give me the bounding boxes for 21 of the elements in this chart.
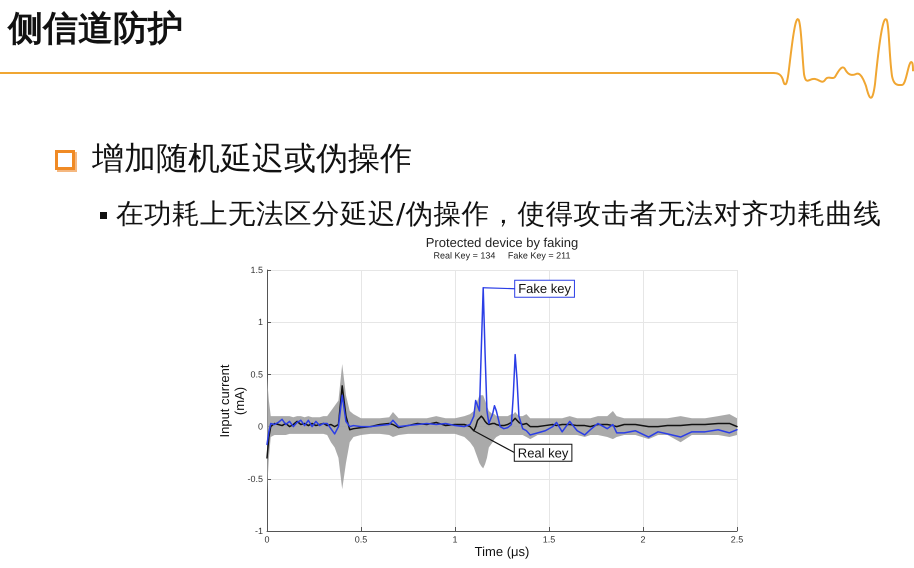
x-tick-label: 1.5 bbox=[542, 534, 556, 544]
y-tick-label: 1 bbox=[258, 317, 263, 328]
y-tick-label: 1.5 bbox=[250, 265, 263, 275]
x-tick-label: 0 bbox=[264, 534, 270, 544]
x-axis-title: Time (μs) bbox=[474, 544, 530, 559]
annotation: Real key bbox=[518, 445, 569, 460]
text: 侧信道防护 bbox=[8, 8, 183, 50]
y-tick-label: -1 bbox=[254, 526, 263, 536]
y-axis-title: Input current (mA) bbox=[217, 363, 247, 439]
x-tick-label: 0.5 bbox=[354, 534, 368, 544]
x-tick-label: 2 bbox=[640, 534, 646, 544]
x-tick-label: 1 bbox=[452, 534, 458, 544]
chart-subtitle: Real Key = 134 Fake Key = 211 bbox=[434, 250, 570, 260]
annotation: Fake key bbox=[518, 281, 572, 296]
y-tick-label: 0.5 bbox=[250, 369, 263, 380]
text: 增加随机延迟或伪操作 bbox=[92, 139, 412, 178]
y-tick-label: -0.5 bbox=[247, 474, 263, 484]
chart-title: Protected device by faking bbox=[426, 235, 578, 250]
text: 在功耗上无法区分延迟/伪操作，使得攻击者无法对齐功耗曲线 bbox=[116, 198, 882, 231]
y-tick-label: 0 bbox=[258, 422, 263, 432]
x-tick-label: 2.5 bbox=[730, 534, 744, 544]
